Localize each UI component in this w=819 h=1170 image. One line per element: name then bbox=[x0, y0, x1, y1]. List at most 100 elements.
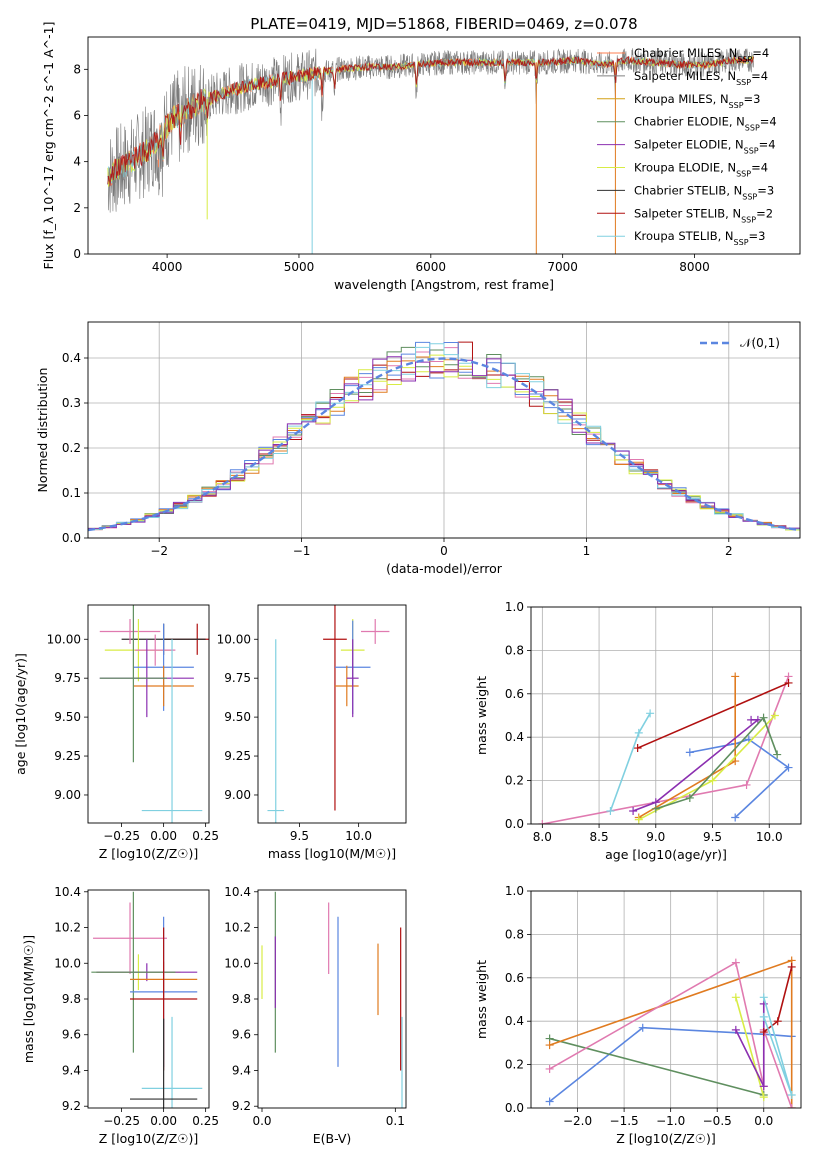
weight-marker bbox=[759, 1028, 768, 1037]
observed-spectrum bbox=[107, 48, 755, 213]
weight-marker bbox=[731, 672, 740, 681]
y-tick-label: 9.25 bbox=[224, 749, 251, 763]
weight-marker bbox=[759, 993, 768, 1002]
x-axis-label: wavelength [Angstrom, rest frame] bbox=[334, 277, 554, 292]
y-tick-label: 2 bbox=[73, 201, 81, 215]
x-tick-label: 0.00 bbox=[150, 1114, 177, 1128]
y-tick-label: 9.75 bbox=[224, 671, 251, 685]
x-tick-label: 5000 bbox=[284, 260, 315, 274]
y-tick-label: 10.0 bbox=[224, 956, 251, 970]
weight-line bbox=[549, 1026, 792, 1103]
legend-entry: Chabrier MILES, NSSP=4 bbox=[634, 46, 769, 64]
y-tick-label: 1.0 bbox=[505, 600, 524, 614]
weight-marker bbox=[784, 763, 793, 772]
plot-area bbox=[88, 341, 800, 532]
y-tick-label: 0.1 bbox=[62, 486, 81, 500]
axes-frame bbox=[530, 606, 802, 825]
error-point bbox=[99, 619, 161, 644]
y-tick-label: 0.0 bbox=[62, 531, 81, 545]
weight-line bbox=[637, 682, 789, 749]
x-tick-label: 8.0 bbox=[533, 830, 552, 844]
error-point bbox=[361, 619, 390, 644]
y-tick-label: 0.8 bbox=[505, 927, 524, 941]
y-tick-label: 0.2 bbox=[505, 774, 524, 788]
ticks: 0.0 0.1 9.2 9.4 9.6 9.8 10.0 10.2 10.4 bbox=[224, 885, 405, 1128]
chart-panel-mass-weight-vs-Z: −2.0 −1.5 −1.0 −0.5 0.0 0.0 0.2 0.4 0.6 0.8 1.0 Z [… bbox=[474, 884, 802, 1146]
chart-panel: −2 −1 0 1 2 0.0 0.1 0.2 0.3 0.4 (data-model)/error… bbox=[35, 321, 801, 576]
axes-frame bbox=[257, 604, 407, 824]
axes-frame bbox=[87, 36, 801, 255]
ticks: −2.0 −1.5 −1.0 −0.5 0.0 0.0 0.2 0.4 0.6 0.8 1.0 bbox=[505, 884, 773, 1128]
y-axis-label: Flux [f_λ 10^-17 erg cm^-2 s^-1 A^-1] bbox=[41, 22, 56, 270]
histogram-series bbox=[88, 354, 800, 531]
x-tick-label: −0.5 bbox=[703, 1114, 732, 1128]
axes-frame bbox=[530, 890, 802, 1109]
weight-marker bbox=[685, 793, 694, 802]
x-tick-label: 0.1 bbox=[386, 1114, 405, 1128]
y-tick-label: 0.4 bbox=[505, 1014, 524, 1028]
x-tick-label: 0.0 bbox=[754, 1114, 773, 1128]
plot-area bbox=[107, 48, 755, 254]
plot-area bbox=[267, 605, 390, 823]
weight-line bbox=[549, 1037, 764, 1096]
y-tick-label: 9.4 bbox=[62, 1063, 81, 1077]
y-tick-label: 0.0 bbox=[505, 1101, 524, 1115]
histogram-series bbox=[88, 343, 800, 530]
x-tick-label: −1.0 bbox=[656, 1114, 685, 1128]
error-point bbox=[91, 891, 176, 1053]
plot-area bbox=[99, 605, 209, 823]
weight-line bbox=[762, 997, 793, 1096]
chart-panel-age-vs-mass: 9.5 10.0 9.00 9.25 9.50 9.75 10.00 mass [log10(… bbox=[217, 604, 407, 861]
y-tick-label: 10.0 bbox=[54, 956, 81, 970]
weight-marker bbox=[773, 750, 782, 759]
x-tick-label: −0.25 bbox=[103, 829, 140, 843]
weight-series bbox=[545, 1034, 768, 1099]
legend: Chabrier MILES, NSSP=4 Salpeter MILES, NS… bbox=[597, 46, 777, 247]
gaussian-curve bbox=[88, 357, 800, 532]
x-axis-label: E(B-V) bbox=[313, 1131, 352, 1146]
x-axis-label: (data-model)/error bbox=[386, 561, 503, 576]
chart-panel: 4000 5000 6000 7000 8000 0 2 4 6 8 wavelength [Ang… bbox=[41, 22, 801, 292]
error-point bbox=[130, 1018, 198, 1108]
weight-marker bbox=[685, 748, 694, 757]
y-tick-label: 0.8 bbox=[505, 643, 524, 657]
x-axis-label: age [log10(age/yr)] bbox=[605, 847, 727, 862]
error-point bbox=[141, 639, 203, 823]
x-tick-label: −0.25 bbox=[103, 1114, 140, 1128]
y-tick-label: 10.4 bbox=[54, 885, 81, 899]
y-axis-label: Normed distribution bbox=[35, 368, 50, 493]
y-tick-label: 9.8 bbox=[232, 992, 251, 1006]
weight-marker bbox=[787, 1090, 796, 1099]
y-tick-label: 9.00 bbox=[54, 788, 81, 802]
weight-series bbox=[629, 715, 762, 815]
error-point bbox=[346, 639, 359, 718]
x-tick-label: 9.5 bbox=[290, 829, 309, 843]
x-tick-label: 7000 bbox=[547, 260, 578, 274]
weight-marker bbox=[545, 1041, 554, 1050]
error-point bbox=[135, 634, 176, 666]
legend-entry: Chabrier STELIB, NSSP=3 bbox=[634, 183, 774, 201]
model-spectrum bbox=[107, 55, 754, 187]
weight-marker bbox=[759, 1082, 768, 1091]
y-tick-label: 1.0 bbox=[505, 884, 524, 898]
x-tick-label: 9.0 bbox=[646, 830, 665, 844]
y-tick-label: 9.2 bbox=[232, 1099, 251, 1113]
error-point bbox=[334, 665, 359, 707]
weight-series bbox=[759, 993, 796, 1099]
y-tick-label: 9.6 bbox=[232, 1028, 251, 1042]
y-tick-label: 0.4 bbox=[505, 730, 524, 744]
x-tick-label: 8000 bbox=[679, 260, 710, 274]
y-tick-label: 8 bbox=[73, 62, 81, 76]
y-tick-label: 9.00 bbox=[224, 788, 251, 802]
weight-marker bbox=[634, 815, 643, 824]
y-tick-label: 0.6 bbox=[505, 687, 524, 701]
y-tick-label: 10.4 bbox=[224, 885, 251, 899]
y-tick-label: 9.50 bbox=[54, 710, 81, 724]
y-axis-label: mass weight bbox=[474, 676, 489, 755]
y-tick-label: 10.2 bbox=[54, 921, 81, 935]
weight-marker bbox=[606, 806, 615, 815]
error-point bbox=[323, 605, 347, 811]
x-axis-label: Z [log10(Z/Z☉)] bbox=[616, 1131, 716, 1146]
weight-marker bbox=[784, 678, 793, 687]
weight-line bbox=[638, 714, 776, 821]
